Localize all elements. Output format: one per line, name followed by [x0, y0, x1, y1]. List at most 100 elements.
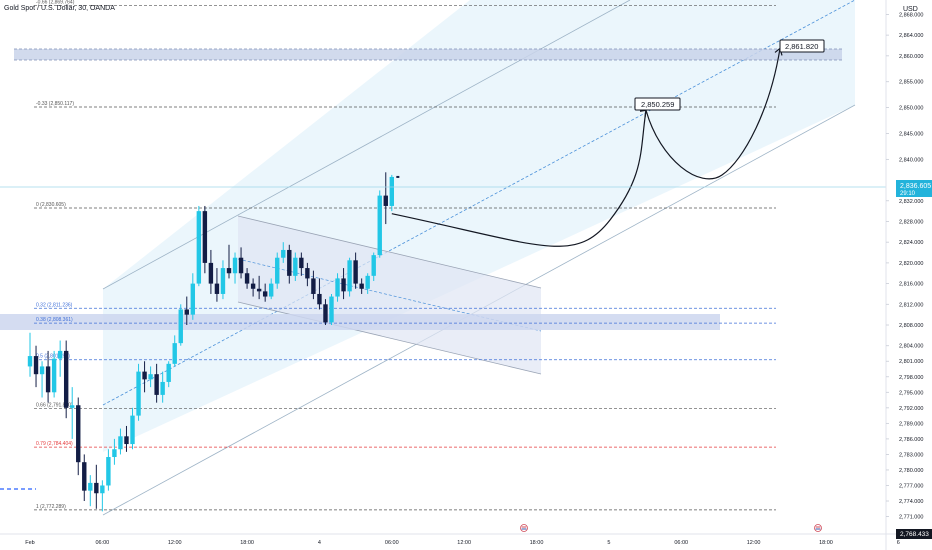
x-tick-label: 06:00	[385, 540, 399, 546]
chart-title: Gold Spot / U.S. Dollar, 30, OANDA	[4, 5, 115, 12]
candle	[353, 260, 358, 284]
candle	[341, 278, 346, 292]
bottom-price-tag: 2,768.433	[896, 529, 932, 539]
event-flag-stripe	[521, 528, 527, 530]
candle-next	[396, 175, 400, 178]
x-tick-label: 12:00	[747, 540, 761, 546]
projection-label-1[interactable]: 2,850.259	[634, 97, 681, 111]
channel-mid-line	[102, 0, 856, 406]
candle	[88, 482, 93, 491]
fib-label-2: 0 (2,830.605)	[36, 202, 66, 208]
candle	[39, 366, 45, 375]
candle	[220, 268, 226, 294]
candle	[232, 257, 238, 274]
event-flag-stripe	[815, 528, 821, 530]
candle	[359, 283, 364, 289]
candle	[166, 363, 171, 382]
x-tick-label: 4	[318, 540, 321, 546]
fib-label-1: -0.33 (2,850.117)	[36, 101, 74, 107]
candle	[389, 176, 394, 206]
candle	[287, 249, 292, 276]
x-tick-label: 5	[607, 540, 610, 546]
candle	[160, 381, 165, 395]
y-tick-label: 2,789.000	[899, 421, 923, 427]
candle	[106, 457, 111, 486]
y-tick-label: 2,783.000	[899, 452, 923, 458]
fib-label-5: 0.5 (2,801.295)	[36, 354, 70, 360]
x-tick-label: 06:00	[674, 540, 688, 546]
candle	[377, 195, 382, 256]
y-tick-label: 2,798.000	[899, 375, 923, 381]
countdown-label: 29:10	[900, 191, 916, 197]
fibonacci-retracement[interactable]: -0.66 (2,869.764) -0.33 (2,850.117) 0 (2,8…	[34, 0, 776, 511]
candle	[172, 343, 177, 364]
candle	[299, 257, 304, 269]
fib-label-4: 0.38 (2,808.361)	[36, 317, 73, 323]
current-price-tag: 2,836.605 29:10	[896, 180, 932, 197]
candle	[281, 249, 286, 258]
y-tick-label: 2,812.000	[899, 302, 923, 308]
event-flag-icon	[520, 524, 528, 532]
candle	[244, 273, 250, 284]
projection-label-1-text: 2,850.259	[641, 100, 674, 109]
fib-label-0: -0.66 (2,869.764)	[36, 0, 75, 5]
y-tick-label: 2,820.000	[899, 261, 923, 267]
candle	[305, 268, 310, 279]
y-tick-label: 2,808.000	[899, 323, 923, 329]
candle	[148, 374, 153, 380]
candle	[82, 462, 87, 491]
y-tick-label: 2,780.000	[899, 468, 923, 474]
candle	[347, 260, 352, 292]
x-tick-label: 12:00	[457, 540, 471, 546]
y-tick-label: 2,795.000	[899, 390, 923, 396]
candle	[124, 436, 129, 445]
candle	[112, 449, 117, 458]
y-tick-label: 2,824.000	[899, 240, 923, 246]
candle	[196, 211, 202, 284]
x-tick-label: 6	[897, 540, 900, 546]
y-tick-label: 2,868.000	[899, 12, 923, 18]
candle	[226, 268, 232, 274]
y-tick-label: 2,864.000	[899, 33, 923, 39]
y-tick-label: 2,828.000	[899, 219, 923, 225]
candle	[311, 278, 316, 294]
y-tick-label: 2,786.000	[899, 437, 923, 443]
candle	[57, 350, 63, 359]
y-tick-label: 2,840.000	[899, 157, 923, 163]
y-tick-label: 2,774.000	[899, 499, 923, 505]
candle	[76, 405, 81, 463]
supply-zone	[14, 49, 842, 60]
candle	[136, 371, 141, 416]
y-tick-label: 2,832.000	[899, 199, 923, 205]
candle	[317, 293, 322, 305]
candle	[70, 405, 75, 408]
channel-fill	[103, 0, 855, 452]
candle	[208, 262, 214, 284]
fib-label-6: 0.66 (2,791.880)	[36, 402, 73, 408]
candle	[45, 366, 51, 393]
candle	[293, 257, 298, 276]
projection-label-2[interactable]: 2,861.820	[779, 39, 825, 53]
currency-label: USD	[903, 6, 918, 13]
y-tick-label: 2,860.000	[899, 54, 923, 60]
candle	[27, 356, 33, 367]
x-tick-label: 18:00	[530, 540, 544, 546]
demand-zone	[0, 314, 720, 330]
candle	[100, 485, 105, 494]
event-flag-icon	[814, 524, 822, 532]
y-tick-label: 2,816.000	[899, 282, 923, 288]
candle	[184, 309, 189, 315]
event-flag-stripe	[521, 526, 527, 528]
x-tick-label: 12:00	[168, 540, 182, 546]
candle	[238, 257, 244, 274]
time-axis: Feb 06:00 12:00 18:00 4 06:00 12:00 18:00 5 06:00…	[25, 524, 900, 546]
candle	[33, 356, 39, 375]
fib-label-8: 1 (2,772.289)	[36, 504, 66, 510]
projection-label-2-text: 2,861.820	[785, 42, 818, 51]
candle	[190, 283, 196, 315]
x-tick-label: 18:00	[240, 540, 254, 546]
candle	[202, 211, 208, 263]
x-tick-label: Feb	[25, 540, 34, 546]
